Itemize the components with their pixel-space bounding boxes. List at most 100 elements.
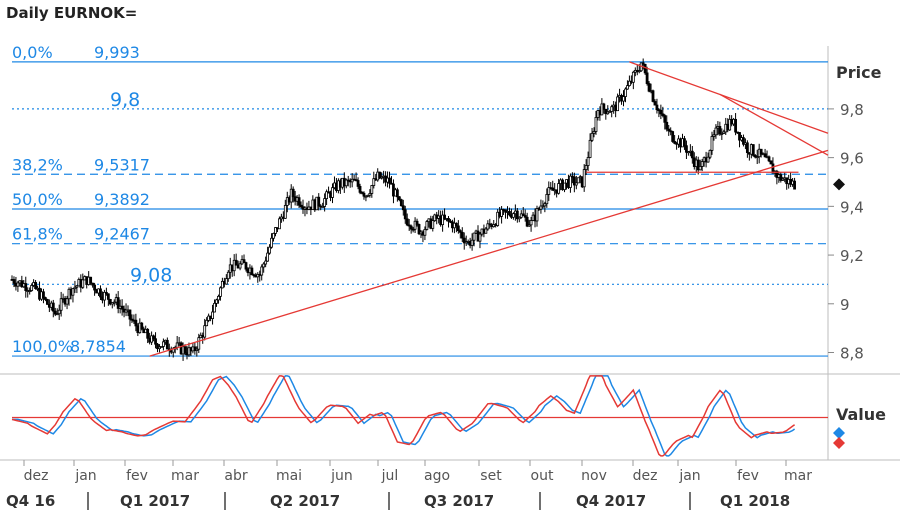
candle-body [517, 216, 521, 220]
candle-body [696, 159, 700, 171]
candle-body [120, 305, 124, 310]
candle-body [226, 271, 230, 280]
month-label: out [531, 468, 554, 484]
fib-pct-label: 50,0% [12, 190, 63, 209]
candle-body [576, 177, 580, 184]
candle-body [197, 337, 201, 350]
candle-body [572, 176, 576, 186]
candle-body [28, 290, 32, 292]
candle-body [710, 136, 714, 151]
candle-body [582, 169, 586, 188]
candle-body [584, 165, 588, 170]
trendline [149, 149, 829, 357]
candle-body [671, 131, 675, 142]
candle-body [264, 260, 268, 265]
fib-price-label: 9,5317 [94, 155, 150, 174]
fib-price-label: 9,993 [94, 43, 140, 62]
last-price-marker [833, 178, 845, 191]
candle-body [712, 134, 716, 137]
candle-body [504, 209, 507, 213]
candle-body [378, 171, 382, 179]
candle-body [590, 132, 594, 141]
candle-body [745, 142, 749, 154]
candle-body [407, 224, 411, 227]
candle-body [368, 193, 372, 196]
candle-body [415, 220, 419, 225]
candle-body [529, 220, 533, 226]
candle-body [637, 70, 641, 73]
candle-body [160, 346, 163, 348]
candle-body [128, 309, 132, 320]
candle-body [602, 103, 606, 110]
candle-body [205, 319, 209, 327]
candle-body [104, 291, 108, 295]
candle-body [706, 156, 710, 163]
candle-body [106, 293, 110, 300]
candle-body [323, 198, 327, 207]
candle-body [722, 131, 726, 134]
candle-body [708, 149, 712, 158]
quarter-label: Q3 2017 [424, 492, 494, 510]
quarter-label: Q1 2018 [720, 492, 790, 510]
candle-body [753, 154, 757, 158]
candle-body [551, 187, 555, 191]
candle-body [73, 286, 77, 290]
candle-body [272, 233, 275, 239]
candle-body [441, 214, 445, 226]
candle-body [278, 218, 281, 230]
price-tick-label: 9,4 [840, 198, 864, 216]
candle-body [653, 101, 657, 106]
candle-body [193, 346, 197, 351]
price-axis-label: Price [836, 63, 882, 82]
candle-body [34, 282, 37, 289]
candle-body [411, 228, 415, 231]
candle-body [162, 341, 165, 347]
candle-body [447, 218, 450, 222]
candle-body [667, 128, 671, 132]
candle-body [274, 227, 277, 234]
candle-body [16, 282, 20, 287]
candle-body [793, 180, 796, 190]
month-label: nov [581, 468, 607, 484]
candle-body [645, 72, 649, 84]
candle-body [116, 297, 120, 309]
price-tick-label: 9,6 [840, 150, 864, 168]
fib-price-label: 9,2467 [94, 225, 150, 244]
candle-body [626, 85, 629, 90]
candle-body [594, 117, 598, 132]
candle-body [380, 176, 384, 179]
candle-body [53, 310, 57, 315]
candle-body [659, 109, 663, 115]
candle-body [454, 222, 458, 227]
candle-body [545, 194, 549, 205]
candle-body [413, 220, 417, 230]
fib-pct-label: 38,2% [12, 155, 63, 174]
month-label: jul [381, 468, 399, 484]
candle-body [523, 215, 527, 218]
candle-body [331, 187, 334, 198]
candle-body [108, 299, 112, 305]
candle-body [388, 177, 391, 184]
candle-body [541, 205, 545, 208]
candle-body [547, 187, 551, 195]
candle-body [720, 133, 724, 135]
candle-body [643, 63, 647, 74]
price-tick-label: 9 [840, 296, 850, 314]
candle-body [134, 319, 138, 327]
candle-body [366, 194, 370, 197]
candle-body [215, 299, 218, 304]
month-label: jun [330, 468, 353, 484]
candle-body [673, 141, 677, 144]
quarter-label: Q4 2017 [576, 492, 646, 510]
candle-body [165, 339, 169, 350]
candle-body [663, 115, 667, 123]
month-label: jan [74, 468, 96, 484]
candle-body [738, 132, 741, 141]
month-label: dez [633, 468, 658, 484]
candle-body [767, 156, 771, 162]
candle-body [112, 301, 116, 304]
candle-body [224, 278, 228, 285]
candle-body [592, 131, 596, 134]
candle-body [458, 230, 462, 233]
